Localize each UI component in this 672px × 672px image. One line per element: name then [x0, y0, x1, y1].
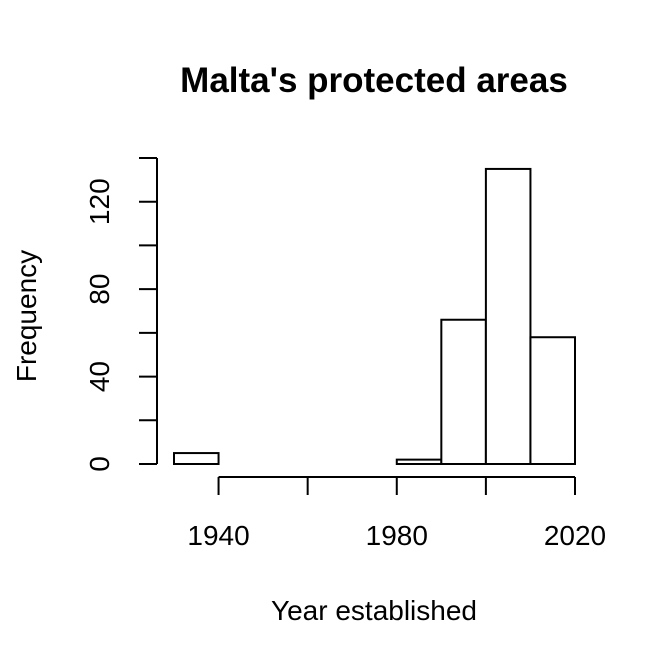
y-axis-label: Frequency	[11, 250, 42, 382]
bars	[173, 167, 577, 466]
y-tick-label: 0	[84, 456, 115, 472]
x-axis: 1940 1980 2020	[187, 476, 606, 551]
histogram-bar	[173, 452, 220, 466]
histogram-bar	[484, 167, 532, 466]
x-tick-label: 1940	[187, 520, 249, 551]
y-axis: 0 40 80 120	[84, 157, 158, 472]
x-tick-label: 1980	[366, 520, 428, 551]
y-tick-label: 40	[84, 361, 115, 392]
y-tick-label: 120	[84, 178, 115, 225]
histogram-bar	[529, 336, 577, 466]
histogram-bar	[440, 318, 487, 465]
y-tick-label: 80	[84, 274, 115, 305]
histogram-bar	[395, 458, 443, 465]
chart-title: Malta's protected areas	[180, 61, 568, 100]
x-tick-label: 2020	[544, 520, 606, 551]
x-axis-label: Year established	[271, 595, 477, 626]
